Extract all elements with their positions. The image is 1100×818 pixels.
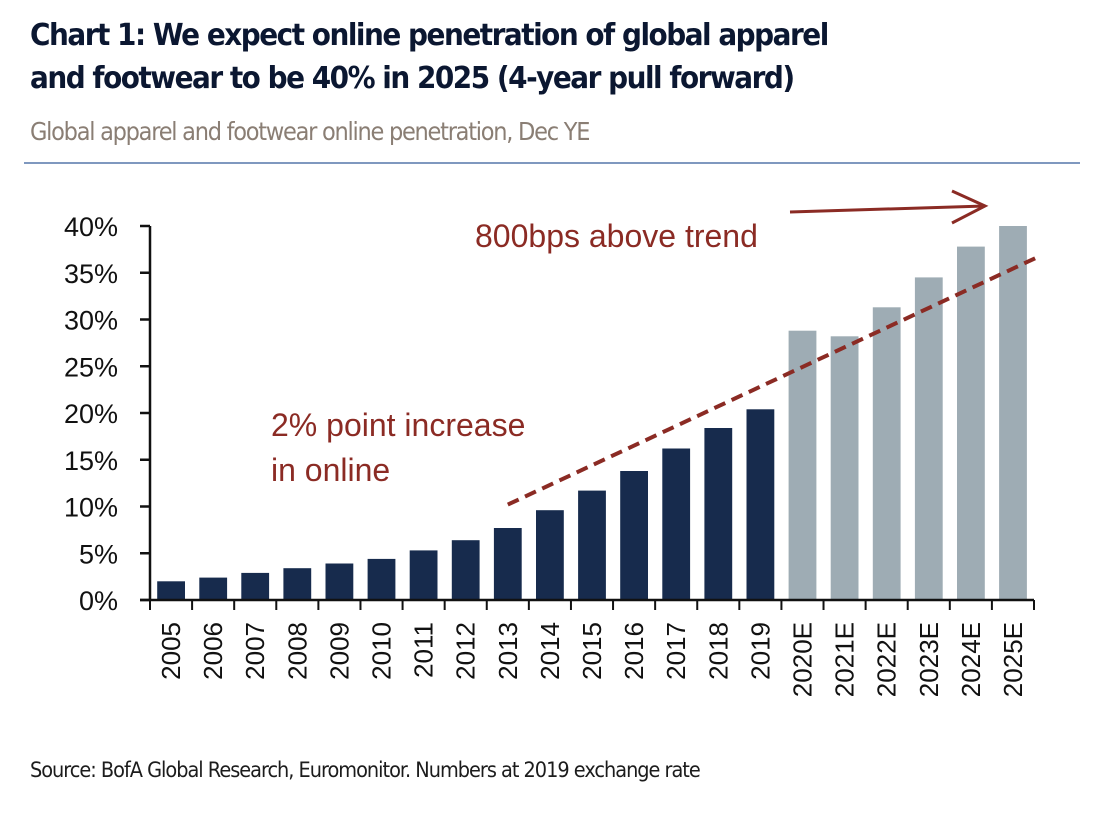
bar-2018 (704, 428, 733, 600)
y-axis: 0% 5% 10% 15% 20% 25% 30% 35% 40% (64, 212, 152, 616)
x-tick-label: 2018 (703, 622, 733, 680)
bar-2009 (325, 563, 354, 600)
bar-2005 (157, 581, 185, 600)
bar-2013 (493, 528, 522, 600)
x-tick-label: 2005 (156, 622, 186, 680)
bar-2015 (578, 490, 606, 600)
x-tick-label: 2016 (619, 622, 649, 680)
y-tick-label: 25% (64, 352, 118, 382)
y-tick-label: 5% (79, 539, 118, 569)
x-tick-label: 2021E (830, 622, 860, 697)
bar-2025E (999, 226, 1027, 600)
x-tick-label: 2006 (198, 622, 228, 680)
x-tick-label: 2014 (535, 622, 565, 680)
bar-2019 (746, 409, 775, 600)
annotation-above-trend: 800bps above trend (475, 218, 758, 254)
x-tick-label: 2020E (788, 622, 818, 697)
x-tick-label: 2015 (577, 622, 607, 680)
x-tick-label: 2011 (409, 622, 439, 678)
chart-title-line1: Chart 1: We expect online penetration of… (30, 18, 829, 53)
chart-title: Chart 1: We expect online penetration of… (30, 14, 1016, 100)
bar-2006 (199, 577, 228, 600)
y-tick-label: 10% (64, 493, 118, 523)
bar-2017 (662, 448, 691, 600)
x-tick-label: 2009 (324, 622, 354, 680)
chart-subtitle: Global apparel and footwear online penet… (30, 117, 590, 146)
annotation-increase-line2: in online (271, 452, 390, 488)
x-tick-label: 2007 (240, 622, 270, 680)
y-tick-label: 0% (79, 586, 118, 616)
x-tick-label: 2025E (998, 622, 1028, 697)
y-tick-label: 20% (64, 399, 118, 429)
header-divider (24, 162, 1080, 164)
x-tick-label: 2013 (493, 622, 523, 680)
x-tick-label: 2017 (661, 622, 691, 680)
bar-2010 (367, 558, 396, 600)
y-tick-label: 40% (64, 212, 118, 242)
bar-2021E (830, 336, 859, 600)
bar-2020E (788, 330, 817, 600)
y-tick-label: 15% (64, 446, 118, 476)
y-tick-label: 30% (64, 306, 118, 336)
bars-group (157, 226, 1027, 600)
annotation-increase-line1: 2% point increase (271, 407, 525, 443)
x-tick-label: 2010 (367, 622, 397, 680)
x-tick-label: 2024E (956, 622, 986, 697)
trend-line (506, 255, 1037, 507)
arrow-right-icon (789, 189, 989, 225)
x-tick-label: 2012 (451, 622, 481, 680)
arrow-shaft (789, 204, 986, 214)
y-tick-label: 35% (64, 259, 118, 289)
bar-2012 (451, 540, 480, 600)
bar-2023E (914, 277, 943, 600)
x-tick-label: 2022E (872, 622, 902, 697)
bar-2008 (283, 568, 312, 600)
source-note: Source: BofA Global Research, Euromonito… (30, 758, 701, 782)
chart-title-line2: and footwear to be 40% in 2025 (4-year p… (30, 61, 795, 96)
bar-2024E (957, 246, 985, 600)
arrow-head (951, 189, 989, 225)
bar-2016 (620, 471, 648, 600)
x-tick-label: 2023E (914, 622, 944, 697)
x-tick-label: 2008 (282, 622, 312, 680)
bar-2014 (536, 510, 564, 600)
x-axis: 2005 2006 2007 2008 2009 2010 2011 2012 2013 2014… (140, 598, 1035, 697)
bar-2011 (409, 550, 438, 600)
bar-2007 (241, 572, 270, 600)
bar-2022E (872, 307, 901, 600)
bar-chart: 0%5%10%15%20%25%30%35%40% 2005 2006 2007 20… (64, 189, 1037, 697)
x-tick-label: 2019 (745, 622, 775, 680)
